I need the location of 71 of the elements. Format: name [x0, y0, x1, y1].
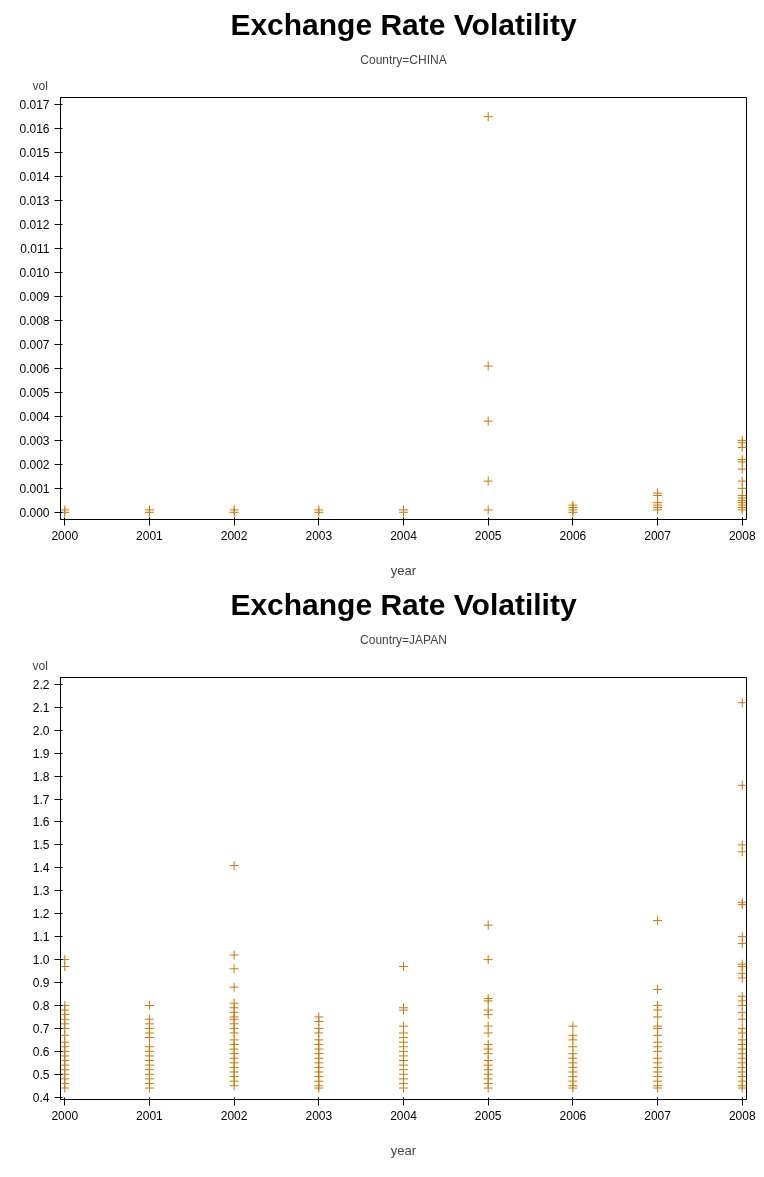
y-tick-label: 0.014: [19, 170, 50, 185]
y-axis-title: vol: [32, 78, 48, 93]
x-tick-label: 2000: [51, 528, 79, 543]
y-axis-title: vol: [32, 658, 48, 673]
y-tick-label: 1.6: [32, 815, 50, 830]
point: [483, 416, 494, 427]
y-tick-label: 2.1: [32, 700, 50, 715]
y-tick-label: 2.2: [32, 677, 50, 692]
x-tick-label: 2007: [644, 528, 672, 543]
x-tick-label: 2001: [136, 528, 164, 543]
point: [483, 361, 494, 372]
chart-subtitle: Country=CHINA: [360, 52, 447, 67]
y-tick-label: 0.000: [19, 505, 50, 520]
x-axis-title: year: [390, 562, 417, 578]
y-tick-label: 0.006: [19, 361, 50, 376]
y-tick-label: 0.002: [19, 457, 50, 472]
x-tick-label: 2006: [559, 528, 587, 543]
x-tick-label: 2005: [474, 528, 502, 543]
y-tick-label: 0.8: [32, 998, 50, 1013]
y-tick-label: 1.0: [32, 953, 50, 968]
y-tick-label: 0.9: [32, 976, 50, 991]
y-tick-label: 1.5: [32, 838, 50, 853]
x-tick-label: 2002: [220, 528, 248, 543]
y-tick-label: 1.7: [32, 792, 50, 807]
x-tick-label: 2004: [390, 1108, 418, 1123]
x-tick-label: 2003: [305, 528, 333, 543]
y-tick-label: 2.0: [32, 723, 50, 738]
x-tick-label: 2002: [220, 1108, 248, 1123]
y-tick-label: 0.008: [19, 313, 50, 328]
x-tick-label: 2001: [136, 1108, 164, 1123]
y-tick-label: 1.3: [32, 884, 50, 899]
point: [737, 442, 747, 453]
x-tick-label: 2003: [305, 1108, 333, 1123]
y-tick-label: 1.9: [32, 746, 50, 761]
chart-title: Exchange Rate Volatility: [230, 7, 577, 41]
y-tick-label: 1.4: [32, 861, 50, 876]
y-tick-label: 0.6: [32, 1044, 50, 1059]
y-tick-label: 0.4: [32, 1090, 50, 1105]
point: [483, 504, 494, 515]
y-tick-label: 1.1: [32, 930, 50, 945]
y-tick-label: 1.2: [32, 907, 50, 922]
x-tick-label: 2000: [51, 1108, 79, 1123]
y-tick-label: 0.003: [19, 433, 50, 448]
y-tick-label: 0.005: [19, 385, 50, 400]
y-tick-label: 0.017: [19, 98, 50, 113]
y-tick-label: 1.8: [32, 769, 50, 784]
point: [737, 464, 747, 475]
y-tick-label: 0.007: [19, 337, 50, 352]
chart-subtitle: Country=JAPAN: [360, 632, 447, 647]
x-tick-label: 2004: [390, 528, 418, 543]
x-tick-label: 2008: [728, 1108, 756, 1123]
x-tick-label: 2006: [559, 1108, 587, 1123]
y-tick-label: 0.012: [19, 218, 50, 233]
y-tick-label: 0.001: [19, 481, 50, 496]
y-tick-label: 0.004: [19, 409, 50, 424]
point: [483, 111, 494, 122]
y-tick-label: 0.010: [19, 266, 50, 281]
x-tick-label: 2005: [474, 1108, 502, 1123]
x-tick-label: 2008: [728, 528, 756, 543]
y-tick-label: 0.013: [19, 194, 50, 209]
chart-title: Exchange Rate Volatility: [230, 587, 577, 621]
y-tick-label: 0.011: [20, 242, 50, 257]
x-axis-title: year: [390, 1142, 417, 1158]
y-tick-label: 0.016: [19, 122, 50, 137]
y-tick-label: 0.7: [32, 1021, 50, 1036]
y-tick-label: 0.5: [32, 1067, 50, 1082]
point: [483, 476, 494, 487]
x-tick-label: 2007: [644, 1108, 672, 1123]
y-tick-label: 0.009: [19, 290, 50, 305]
point: [737, 476, 747, 487]
y-tick-label: 0.015: [19, 146, 50, 161]
